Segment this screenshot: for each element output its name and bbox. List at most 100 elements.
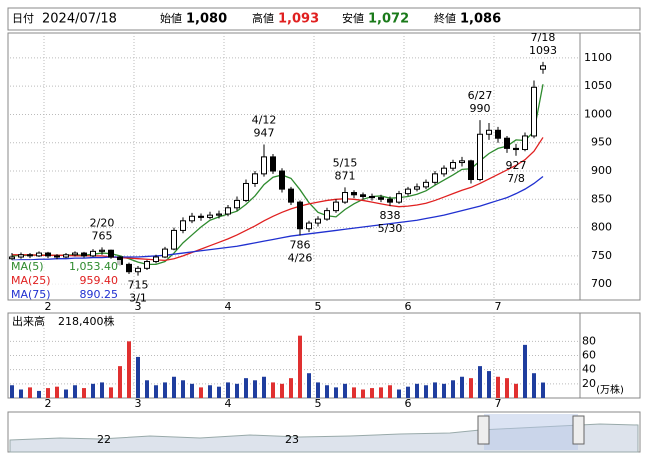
volume-bar: [154, 385, 158, 398]
legend-box: [9, 260, 121, 299]
x-tick-label: 3: [135, 397, 142, 410]
annotation-date: 4/26: [288, 252, 313, 265]
field-value: 1,093: [278, 12, 319, 27]
annotation-value: 990: [470, 102, 491, 115]
annotation-value: 871: [335, 169, 356, 182]
volume-bar: [460, 376, 464, 398]
volume-bar: [514, 383, 518, 398]
volume-bar: [118, 366, 122, 398]
annotation-value: 786: [290, 239, 311, 252]
candle-body: [504, 137, 510, 149]
volume-last: 218,400株: [58, 314, 115, 328]
volume-bar: [487, 371, 491, 398]
volume-bar: [298, 335, 302, 398]
volume-bar: [469, 378, 473, 398]
candle-body: [297, 201, 303, 230]
candle-body: [315, 218, 321, 224]
candle-body: [234, 199, 240, 209]
volume-bar: [226, 382, 230, 398]
volume-bar: [163, 382, 167, 398]
date: 2024/07/18: [42, 12, 117, 27]
field-label: 終値: [434, 11, 456, 25]
candle-body: [369, 195, 375, 199]
candle-body: [261, 156, 267, 175]
volume-bar: [307, 373, 311, 398]
field-value: 1,086: [460, 12, 501, 27]
volume-bar: [451, 380, 455, 398]
candle-body: [459, 160, 465, 164]
candle-body: [54, 255, 60, 258]
candle-body: [198, 215, 204, 218]
candle-body: [360, 194, 366, 197]
volume-bar: [10, 385, 14, 398]
candle-body: [90, 250, 96, 257]
candle-body: [477, 133, 483, 181]
y-tick-label: 850: [591, 192, 612, 205]
volume-bar: [532, 373, 536, 398]
x-tick-label: 5: [315, 300, 322, 313]
candle-body: [441, 167, 447, 175]
candle-body: [63, 254, 69, 258]
y-tick-label: 1100: [584, 51, 612, 64]
volume-bar: [253, 380, 257, 398]
volume-bar: [46, 388, 50, 398]
y-tick-label: 80: [582, 334, 596, 347]
ma-line: [12, 137, 544, 262]
candle-body: [144, 261, 150, 269]
volume-bar: [91, 383, 95, 398]
candle-body: [468, 160, 474, 181]
navigator-label: 23: [285, 433, 299, 446]
x-tick-label: 2: [45, 300, 52, 313]
candle-body: [396, 193, 402, 203]
field-value: 1,080: [186, 12, 227, 27]
y-tick-label: 1000: [584, 107, 612, 120]
candle-body: [243, 182, 249, 201]
candle-body: [126, 263, 132, 273]
y-tick-label: 60: [582, 349, 596, 362]
candle-body: [225, 207, 231, 215]
volume-bar: [217, 386, 221, 398]
annotation-date: 4/12: [252, 113, 277, 126]
navigator-handle-right[interactable]: [572, 415, 585, 445]
candle-body: [414, 186, 420, 190]
volume-bar: [271, 382, 275, 398]
volume-bar: [172, 376, 176, 398]
candle-body: [81, 252, 87, 257]
volume-bar: [415, 383, 419, 398]
candle-body: [351, 192, 357, 196]
volume-bar: [289, 378, 293, 398]
annotation-value: 715: [128, 279, 149, 292]
navigator-handle-left[interactable]: [477, 415, 490, 445]
volume-bar: [496, 376, 500, 398]
header-box: [7, 7, 641, 31]
volume-bar: [109, 387, 113, 398]
candle-body: [540, 65, 546, 70]
field-label: 始値: [160, 11, 182, 25]
volume-bar: [505, 378, 509, 398]
annotation-date: 7/8: [507, 172, 525, 185]
candle-body: [45, 252, 51, 257]
legend-name: MA(5): [11, 260, 44, 273]
candle-body: [27, 254, 33, 257]
volume-bar: [478, 366, 482, 398]
volume-bar: [28, 387, 32, 398]
date-label: 日付: [12, 12, 34, 25]
candle-body: [531, 86, 537, 137]
field-label: 安値: [342, 11, 364, 25]
candle-body: [216, 213, 222, 216]
volume-bar: [343, 383, 347, 398]
volume-bar: [181, 380, 185, 398]
candle-body: [450, 162, 456, 169]
candle-body: [108, 249, 114, 258]
y-tick-label: 800: [591, 221, 612, 234]
candle-body: [333, 201, 339, 212]
volume-bar: [388, 385, 392, 398]
navigator-label: 22: [97, 433, 111, 446]
y-tick-label: 900: [591, 164, 612, 177]
navigator-window[interactable]: [484, 414, 578, 450]
x-tick-label: 4: [225, 397, 232, 410]
candle-body: [171, 229, 177, 250]
volume-bar: [82, 388, 86, 398]
annotation-value: 927: [506, 159, 527, 172]
